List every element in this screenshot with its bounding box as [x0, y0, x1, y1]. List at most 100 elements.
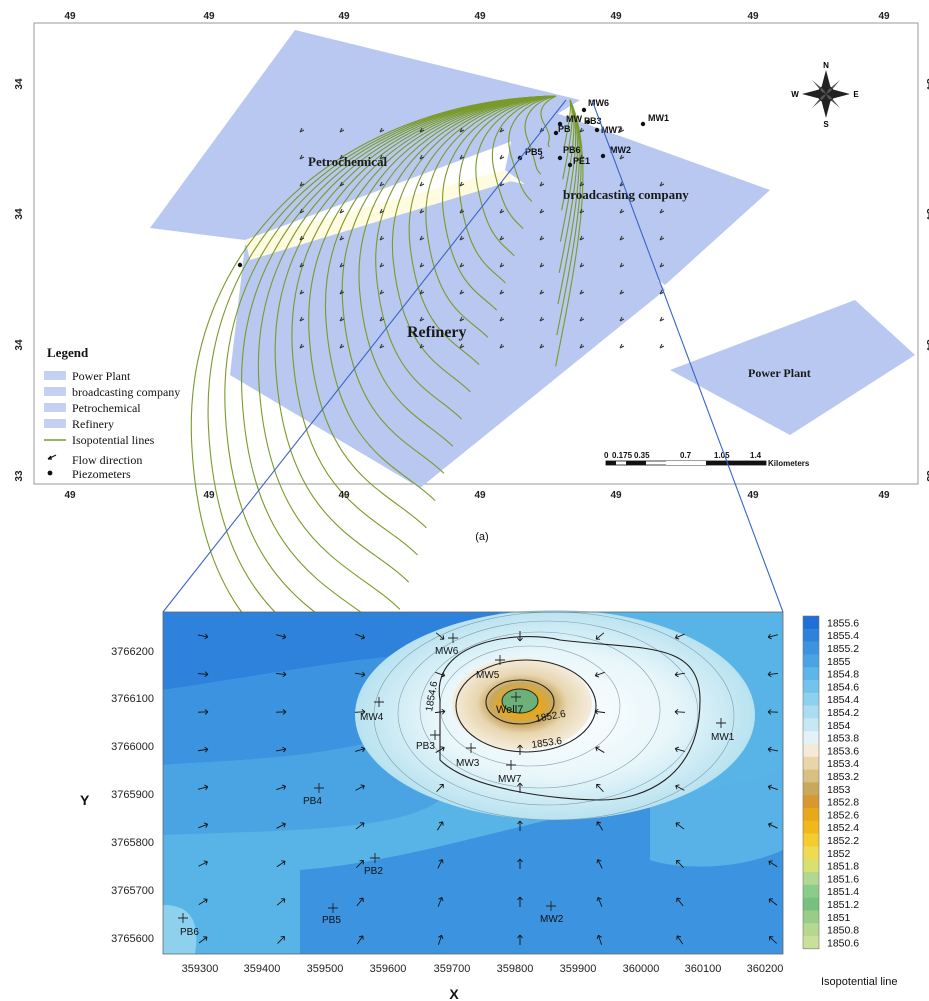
label-petrochemical: Petrochemical [308, 154, 388, 169]
bottom-tick-1: 49 [64, 490, 76, 501]
flow-arrow [499, 289, 505, 295]
map-b-well-mw5: MW5 [476, 670, 500, 681]
legend: Legend Power Plant broadcasting company … [44, 345, 180, 481]
left-tick-1: 34 [14, 78, 25, 90]
map-b-well-pb3: PB3 [416, 741, 435, 752]
colorbar-label: 1852.2 [827, 835, 859, 847]
bottom-tick-4: 49 [474, 490, 486, 501]
flow-arrow [437, 934, 444, 945]
map-a-well-pb: PB [558, 124, 571, 134]
flow-arrow [299, 154, 305, 160]
isoline-west [540, 95, 557, 148]
colorbar-label: 1851.6 [827, 873, 859, 885]
flow-arrow [459, 235, 465, 241]
flow-arrow [676, 897, 684, 907]
flow-arrow [579, 343, 585, 349]
flow-arrow [579, 127, 585, 133]
compass-n: N [823, 61, 829, 70]
colorbar-swatch [803, 923, 819, 937]
flow-arrow [767, 746, 778, 753]
colorbar-label: 1852 [827, 848, 851, 860]
flow-arrow [659, 262, 665, 268]
flow-arrow [517, 631, 523, 642]
flow-arrow [339, 343, 345, 349]
flow-arrow [459, 316, 465, 322]
flow-arrow [419, 316, 425, 322]
flow-arrow [767, 671, 779, 678]
flow-arrow [339, 154, 345, 160]
isoline-west [324, 95, 557, 501]
flow-arrow [275, 709, 287, 715]
flow-arrow [379, 154, 385, 160]
scale-0175: 0.175 [612, 451, 633, 460]
y-tick-3765700: 3765700 [111, 885, 154, 897]
isoline-west [491, 95, 557, 229]
flow-arrow [499, 181, 505, 187]
colorbar-label: 1850.6 [827, 937, 859, 949]
flow-arrow [197, 709, 209, 715]
flow-arrow [619, 208, 625, 214]
colorbar-label: 1853.2 [827, 771, 859, 783]
flow-arrow [435, 746, 445, 753]
flow-arrow [339, 316, 345, 322]
flow-arrow [379, 289, 385, 295]
flow-arrow [299, 343, 305, 349]
legend-item-isolines: Isopotential lines [72, 433, 155, 447]
flow-arrow [596, 783, 604, 792]
map-b-wells [178, 633, 726, 923]
right-tick-2: 34 [924, 208, 929, 220]
isoline-west [257, 95, 557, 610]
scale-07: 0.7 [680, 451, 692, 460]
flow-arrow [539, 316, 545, 322]
flow-arrow [276, 898, 286, 906]
flow-arrow [768, 822, 778, 829]
scale-0: 0 [604, 451, 609, 460]
flow-arrow [619, 127, 625, 133]
flow-arrow [579, 154, 585, 160]
flow-arrow [675, 784, 685, 791]
map-b-flow-arrows [197, 631, 779, 945]
flow-arrow [436, 783, 444, 792]
flow-arrow [198, 633, 209, 640]
top-tick-6: 49 [747, 11, 759, 22]
colorbar-label: 1851.8 [827, 861, 859, 873]
colorbar-label: 1855.2 [827, 643, 859, 655]
colorbar-label: 1855.6 [827, 617, 859, 629]
scale-035: 0.35 [634, 451, 650, 460]
colorbar-label: 1854 [827, 720, 851, 732]
flow-arrow [594, 671, 605, 678]
legend-swatch-refinery [44, 419, 66, 428]
map-a: MW6 MW1 MW PB3 PB MW7 PB5 PB6 MW2 PE1 Pe… [14, 11, 929, 719]
legend-dot-icon [47, 470, 53, 476]
colorbar-swatch [803, 782, 819, 796]
flow-arrow [434, 708, 446, 715]
colorbar-swatch [803, 616, 819, 630]
flow-arrow [299, 181, 305, 187]
flow-arrow [198, 784, 209, 791]
isoline-west [375, 95, 557, 420]
colorbar-label: 1853.8 [827, 733, 859, 745]
colorbar-label: 1851 [827, 912, 851, 924]
colorbar-swatch [803, 744, 819, 758]
colorbar-swatch [803, 846, 819, 860]
flow-arrow [276, 860, 286, 868]
flow-arrow [276, 784, 287, 791]
flow-arrow [676, 859, 684, 868]
map-a-well-pb6: PB6 [563, 145, 581, 155]
flow-arrow [419, 289, 425, 295]
map-b-well-well7: Well7 [496, 704, 523, 716]
x-tick-359500: 359500 [307, 963, 344, 975]
top-tick-1: 49 [64, 11, 76, 22]
isoline-west [274, 95, 557, 583]
flow-arrow [354, 671, 366, 678]
right-tick-3: 34 [924, 339, 929, 351]
flow-arrow [198, 822, 209, 829]
legend-title: Legend [47, 345, 89, 360]
flow-arrow [379, 181, 385, 187]
flow-arrow [437, 859, 444, 869]
x-tick-359900: 359900 [560, 963, 597, 975]
colorbar-label: 1853.4 [827, 758, 859, 770]
colorbar-label: 1852.6 [827, 809, 859, 821]
colorbar-swatch [803, 859, 819, 873]
scale-105: 1.05 [714, 451, 730, 460]
